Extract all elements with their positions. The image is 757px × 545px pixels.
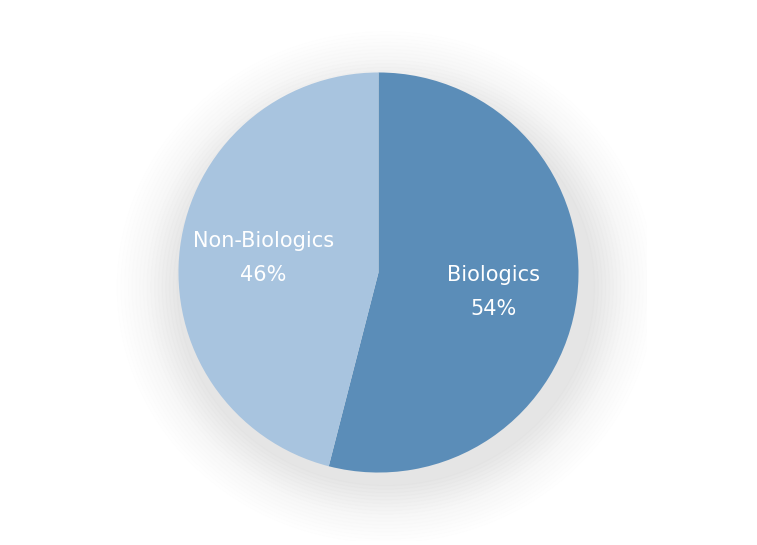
Wedge shape [179, 72, 378, 466]
Text: 54%: 54% [471, 299, 517, 319]
Wedge shape [329, 72, 578, 473]
Text: 46%: 46% [240, 265, 287, 285]
Text: Non-Biologics: Non-Biologics [193, 231, 334, 251]
Text: Biologics: Biologics [447, 265, 540, 285]
